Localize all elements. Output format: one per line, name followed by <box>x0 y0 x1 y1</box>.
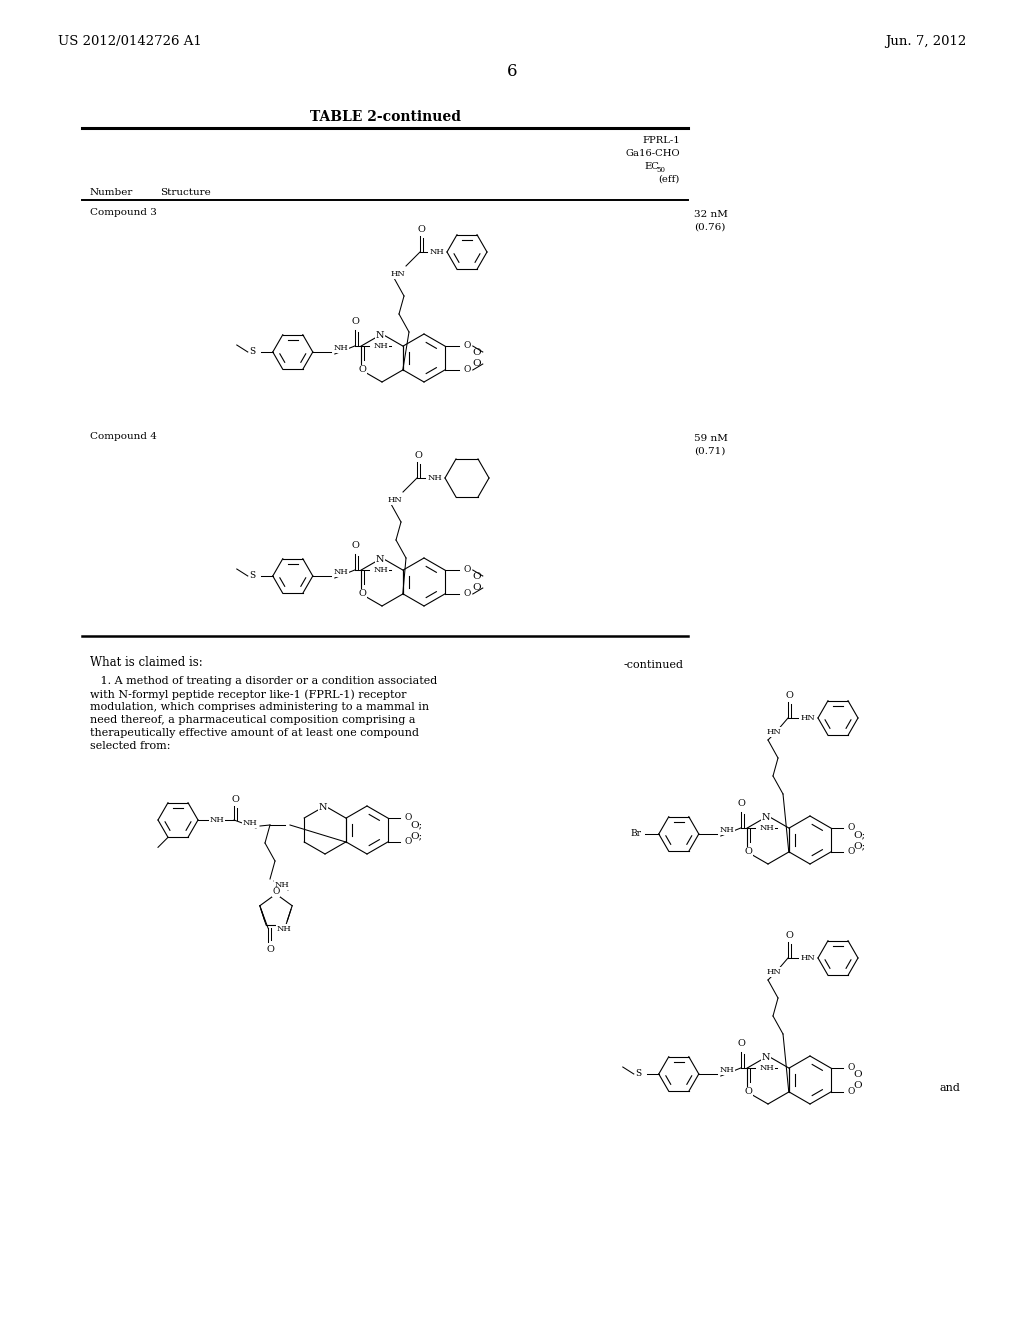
Text: O: O <box>785 690 793 700</box>
Text: N: N <box>376 331 384 341</box>
Text: Structure: Structure <box>160 187 211 197</box>
Text: O: O <box>738 800 745 808</box>
Text: 59 nM: 59 nM <box>694 434 728 444</box>
Text: S: S <box>250 572 256 581</box>
Text: NH: NH <box>243 818 257 828</box>
Text: O: O <box>231 795 239 804</box>
Text: and: and <box>940 1082 961 1093</box>
Text: modulation, which comprises administering to a mammal in: modulation, which comprises administerin… <box>90 702 429 711</box>
Text: O: O <box>785 931 793 940</box>
Text: O: O <box>463 366 470 375</box>
Text: O: O <box>463 565 470 574</box>
Text: O: O <box>744 847 753 857</box>
Text: selected from:: selected from: <box>90 741 171 751</box>
Text: O;: O; <box>854 830 866 840</box>
Text: O: O <box>463 590 470 598</box>
Text: O: O <box>358 590 367 598</box>
Text: 50: 50 <box>656 166 665 174</box>
Text: (0.71): (0.71) <box>694 447 725 455</box>
Text: O: O <box>847 1064 854 1072</box>
Text: HN: HN <box>801 714 815 722</box>
Text: O: O <box>414 450 422 459</box>
Text: 1. A method of treating a disorder or a condition associated: 1. A method of treating a disorder or a … <box>90 676 437 686</box>
Text: NH: NH <box>274 880 290 888</box>
Text: O: O <box>352 541 359 550</box>
Text: O: O <box>352 318 359 326</box>
Text: HN: HN <box>767 729 781 737</box>
Text: HN: HN <box>801 954 815 962</box>
Text: 32 nM: 32 nM <box>694 210 728 219</box>
Text: What is claimed is:: What is claimed is: <box>90 656 203 669</box>
Text: O;: O; <box>854 841 866 850</box>
Text: FPRL-1: FPRL-1 <box>642 136 680 145</box>
Text: NH: NH <box>374 566 388 574</box>
Text: 6: 6 <box>507 63 517 81</box>
Text: O: O <box>847 824 854 833</box>
Text: O: O <box>404 837 412 846</box>
Text: O: O <box>847 847 854 857</box>
Text: HN: HN <box>390 271 406 279</box>
Text: NH: NH <box>334 568 348 576</box>
Text: HN: HN <box>767 968 781 975</box>
Text: TABLE 2-continued: TABLE 2-continued <box>309 110 461 124</box>
Text: Br: Br <box>631 829 641 838</box>
Text: Number: Number <box>90 187 133 197</box>
Text: S: S <box>636 1069 642 1078</box>
Text: Compound 4: Compound 4 <box>90 432 157 441</box>
Text: NH: NH <box>334 345 348 352</box>
Text: need thereof, a pharmaceutical composition comprising a: need thereof, a pharmaceutical compositi… <box>90 715 416 725</box>
Text: NH: NH <box>720 1067 734 1074</box>
Text: NH: NH <box>720 826 734 834</box>
Text: S: S <box>250 347 256 356</box>
Text: O: O <box>404 813 412 822</box>
Text: NH: NH <box>428 474 442 482</box>
Text: N: N <box>318 804 328 813</box>
Text: O: O <box>473 583 481 591</box>
Text: O: O <box>854 1081 862 1090</box>
Text: N: N <box>762 813 770 822</box>
Text: O: O <box>473 359 481 368</box>
Text: EC: EC <box>644 162 658 172</box>
Text: O: O <box>358 366 367 375</box>
Text: (0.76): (0.76) <box>694 223 725 232</box>
Text: Jun. 7, 2012: Jun. 7, 2012 <box>885 36 966 49</box>
Text: O: O <box>847 1088 854 1097</box>
Text: O: O <box>854 1071 862 1078</box>
Text: O;: O; <box>411 820 423 829</box>
Text: NH: NH <box>276 925 292 933</box>
Text: O: O <box>463 342 470 351</box>
Text: with N-formyl peptide receptor like-1 (FPRL-1) receptor: with N-formyl peptide receptor like-1 (F… <box>90 689 407 700</box>
Text: US 2012/0142726 A1: US 2012/0142726 A1 <box>58 36 202 49</box>
Text: O: O <box>272 887 280 896</box>
Text: O: O <box>417 226 425 235</box>
Text: HN: HN <box>388 496 402 504</box>
Text: NH: NH <box>760 1064 774 1072</box>
Text: O: O <box>473 572 481 581</box>
Text: N: N <box>376 556 384 565</box>
Text: O: O <box>744 1088 753 1097</box>
Text: N: N <box>762 1053 770 1063</box>
Text: -continued: -continued <box>624 660 684 671</box>
Text: O;: O; <box>411 832 423 840</box>
Text: O: O <box>473 348 481 356</box>
Text: O: O <box>266 945 274 954</box>
Text: Ga16-CHO: Ga16-CHO <box>626 149 680 158</box>
Text: O: O <box>738 1040 745 1048</box>
Text: Compound 3: Compound 3 <box>90 209 157 216</box>
Text: (eff): (eff) <box>658 176 680 183</box>
Text: therapeutically effective amount of at least one compound: therapeutically effective amount of at l… <box>90 729 419 738</box>
Text: NH: NH <box>210 816 224 824</box>
Text: NH: NH <box>430 248 444 256</box>
Text: NH: NH <box>374 342 388 350</box>
Text: NH: NH <box>760 824 774 832</box>
